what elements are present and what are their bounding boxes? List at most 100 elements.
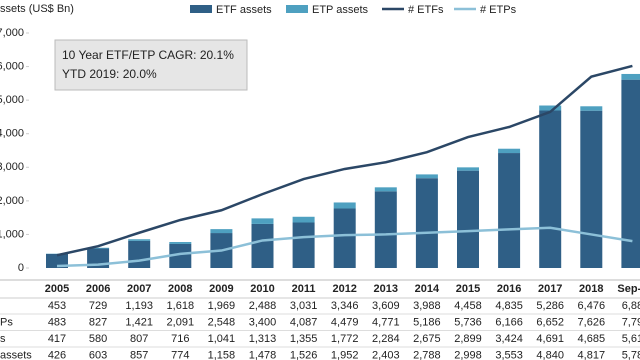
- table-cell: 3,553: [495, 349, 523, 360]
- x-tick-label: 2009: [209, 283, 233, 295]
- table-cell: 3,424: [495, 333, 523, 345]
- bar: [374, 191, 397, 268]
- table-cell: 1,041: [208, 333, 236, 345]
- annotation-box: [54, 39, 248, 91]
- table-cell: 7,626: [578, 316, 606, 328]
- y-tick-label: 5,000: [0, 94, 24, 106]
- table-cell: 6,166: [495, 316, 523, 328]
- x-tick-label: 2018: [579, 283, 603, 295]
- bar: [128, 239, 151, 241]
- x-tick-label: 2006: [86, 283, 110, 295]
- table-cell: 2,899: [454, 333, 482, 345]
- table-cell: 716: [171, 333, 189, 345]
- bar: [292, 216, 315, 223]
- x-tick-label: 2014: [415, 283, 440, 295]
- table-cell: 603: [89, 349, 107, 360]
- y-axis-title: ssets (US$ Bn): [0, 3, 74, 15]
- table-cell: 4,479: [331, 316, 359, 328]
- table-cell: 2,488: [249, 300, 277, 312]
- bar: [457, 170, 479, 268]
- x-tick-label: 2015: [456, 283, 480, 295]
- table-cell: 3,988: [413, 300, 441, 312]
- table-cell: 417: [48, 333, 66, 345]
- bar: [374, 187, 397, 192]
- x-tick-label: 2017: [538, 283, 562, 295]
- row-label: Ps: [0, 316, 13, 328]
- table-cell: 857: [130, 349, 148, 360]
- row-label: s: [0, 333, 6, 345]
- bar: [251, 223, 274, 268]
- y-tick-label: 6,000: [0, 60, 24, 72]
- bar: [128, 240, 151, 268]
- table-cell: 2,091: [167, 316, 195, 328]
- bar: [498, 148, 521, 154]
- table-cell: 7,79: [622, 316, 640, 328]
- table-cell: 6,652: [536, 316, 564, 328]
- legend-label: # ETFs: [408, 4, 444, 16]
- table-cell: 6,476: [578, 300, 606, 312]
- x-tick-label: 2016: [497, 283, 521, 295]
- bar: [415, 178, 438, 268]
- table-cell: 3,031: [290, 300, 318, 312]
- legend-swatch: [286, 5, 308, 13]
- table-cell: 1,421: [125, 316, 153, 328]
- bar: [333, 208, 356, 268]
- x-tick-label: 2008: [168, 283, 192, 295]
- line: [56, 64, 633, 257]
- table-cell: 4,771: [372, 316, 400, 328]
- bar: [457, 167, 479, 171]
- table-cell: 1,952: [331, 349, 359, 360]
- table-cell: 729: [89, 300, 107, 312]
- table-cell: 1,969: [208, 300, 236, 312]
- table-cell: 2,998: [454, 349, 482, 360]
- table-cell: 580: [89, 333, 107, 345]
- bar: [46, 254, 68, 268]
- bar: [87, 247, 110, 249]
- table-cell: 1,355: [290, 333, 318, 345]
- bar: [415, 174, 438, 179]
- table-cell: 5,736: [454, 316, 482, 328]
- table-cell: 4,087: [290, 316, 318, 328]
- legend-swatch: [190, 5, 212, 13]
- bar: [169, 242, 192, 244]
- bar: [621, 79, 640, 269]
- x-tick-label: Sep-1: [617, 283, 640, 295]
- table-cell: 2,675: [413, 333, 441, 345]
- table-cell: 4,817: [578, 349, 606, 360]
- y-tick-label: 1,000: [0, 228, 24, 240]
- table-cell: 2,284: [372, 333, 400, 345]
- legend-label: # ETPs: [480, 4, 517, 16]
- bar: [498, 153, 521, 268]
- annotation: YTD 2019: 20.0%: [62, 67, 157, 81]
- y-tick-label: 0: [18, 262, 24, 274]
- x-tick-label: 2012: [332, 283, 356, 295]
- table-cell: 4,458: [454, 300, 482, 312]
- table-cell: 5,186: [413, 316, 441, 328]
- table-cell: 807: [130, 333, 148, 345]
- bar: [292, 222, 315, 268]
- row-label: assets: [0, 349, 32, 360]
- line: [56, 226, 633, 268]
- bar: [539, 110, 562, 269]
- y-tick-label: 4,000: [0, 128, 24, 140]
- table-cell: 3,400: [249, 316, 277, 328]
- y-tick-label: 3,000: [0, 161, 24, 173]
- legend-label: ETF assets: [216, 4, 272, 16]
- table-cell: 483: [48, 316, 66, 328]
- table-cell: 4,691: [536, 333, 564, 345]
- table-cell: 774: [171, 349, 189, 360]
- x-tick-label: 2013: [374, 283, 398, 295]
- legend-label: ETP assets: [312, 4, 369, 16]
- table-cell: 1,526: [290, 349, 318, 360]
- table-cell: 1,618: [167, 300, 195, 312]
- table-cell: 1,313: [249, 333, 277, 345]
- bar: [210, 229, 233, 234]
- table-cell: 3,346: [331, 300, 359, 312]
- bar: [333, 202, 356, 209]
- table-cell: 453: [48, 300, 66, 312]
- y-tick-label: 7,000: [0, 27, 24, 39]
- x-tick-label: 2011: [292, 283, 316, 295]
- table-cell: 426: [48, 349, 66, 360]
- x-tick-label: 2007: [127, 283, 151, 295]
